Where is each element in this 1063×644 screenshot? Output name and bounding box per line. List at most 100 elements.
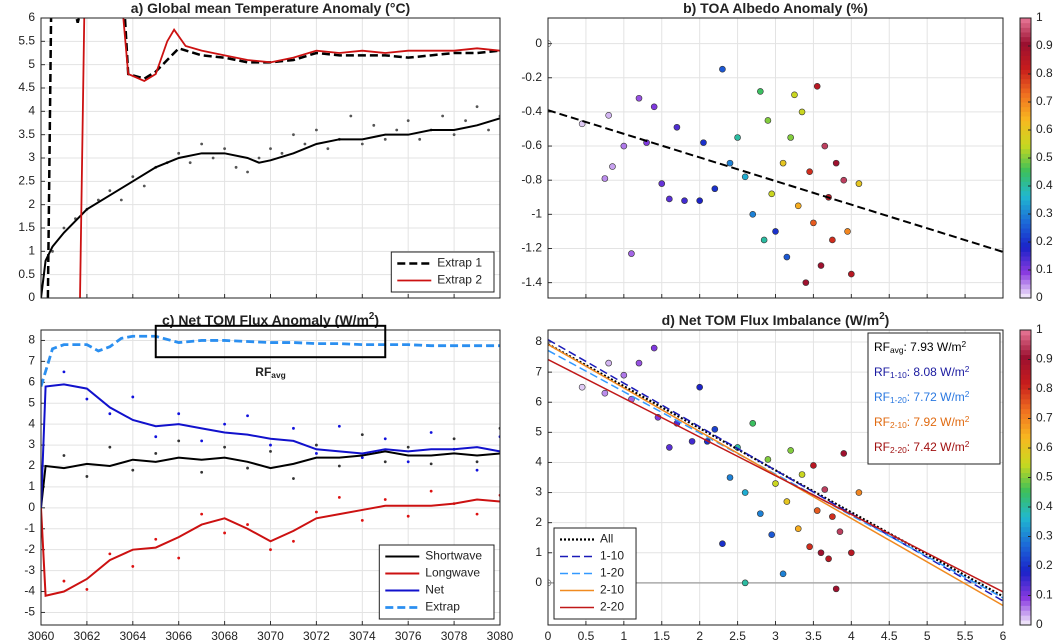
- colorbar-cell: [1020, 186, 1031, 192]
- colorbar-cell: [1020, 209, 1031, 215]
- x-tick-label: 3072: [303, 629, 330, 643]
- colorbar-tick-label: 0.4: [1036, 178, 1053, 192]
- legend-label: Shortwave: [425, 549, 482, 563]
- point: [726, 474, 734, 481]
- point: [85, 588, 89, 591]
- text-part: RF: [874, 415, 890, 429]
- point: [798, 108, 806, 116]
- colorbar-tick-label: 0.7: [1036, 94, 1053, 108]
- point: [418, 137, 422, 141]
- text-part: : 7.42 W/m: [907, 440, 965, 454]
- point: [749, 211, 757, 218]
- text-part: a) Global mean Temperature Anomaly (°C): [131, 0, 410, 16]
- y-tick-label: 7: [535, 364, 542, 378]
- legend-label: Longwave: [425, 566, 480, 580]
- point: [635, 94, 643, 102]
- colorbar-tick-label: 0.2: [1036, 234, 1053, 248]
- x-tick-label: 3074: [349, 629, 376, 643]
- colorbar-cell: [1020, 167, 1031, 173]
- text-part: RF: [874, 440, 890, 454]
- point: [829, 236, 836, 244]
- colorbar-cell: [1020, 570, 1031, 577]
- colorbar-cell: [1020, 467, 1031, 474]
- point: [464, 119, 467, 123]
- point: [768, 531, 776, 538]
- colorbar-tick-label: 1: [1036, 10, 1043, 24]
- line: [41, 383, 500, 508]
- text-part: ): [885, 312, 890, 328]
- point: [200, 512, 204, 516]
- colorbar-cell: [1020, 349, 1031, 356]
- point: [817, 549, 825, 557]
- y-tick-label: 6: [28, 10, 35, 24]
- point: [681, 197, 688, 204]
- point: [269, 548, 272, 552]
- colorbar-cell: [1020, 88, 1031, 94]
- point: [349, 114, 353, 118]
- point: [131, 395, 135, 399]
- x-tick-label: 3060: [28, 629, 55, 643]
- text-part: 1-10: [890, 370, 907, 380]
- colorbar-tick-label: 0: [1036, 617, 1043, 631]
- y-tick-label: 7: [28, 354, 35, 368]
- colorbar-cell: [1020, 575, 1031, 582]
- text-part: : 7.92 W/m: [907, 415, 965, 429]
- colorbar-cell: [1020, 344, 1031, 351]
- colorbar-cell: [1020, 389, 1031, 395]
- colorbar-cell: [1020, 620, 1031, 626]
- point: [832, 585, 840, 593]
- point: [177, 439, 181, 443]
- point: [635, 359, 643, 367]
- point: [383, 498, 387, 501]
- colorbar-cell: [1020, 284, 1031, 290]
- y-tick-label: -1.2: [521, 241, 542, 255]
- colorbar-cell: [1020, 585, 1031, 592]
- legend-label: 1-20: [600, 566, 624, 580]
- point: [406, 119, 410, 123]
- colorbar-cell: [1020, 232, 1031, 238]
- colorbar-cell: [1020, 274, 1031, 280]
- colorbar-cell: [1020, 200, 1031, 206]
- point: [360, 142, 364, 146]
- point: [360, 518, 364, 522]
- x-tick-label: 3080: [487, 629, 514, 643]
- point: [696, 197, 703, 204]
- colorbar-cell: [1020, 477, 1031, 483]
- colorbar-tick-label: 0: [1036, 290, 1043, 304]
- point: [154, 435, 158, 439]
- point: [452, 133, 456, 137]
- colorbar-tick-label: 0.1: [1036, 262, 1053, 276]
- point: [791, 91, 798, 99]
- colorbar-cell: [1020, 364, 1031, 370]
- text-part: : 7.72 W/m: [907, 390, 965, 404]
- point: [798, 471, 806, 478]
- colorbar-cell: [1020, 339, 1031, 346]
- colorbar-cell: [1020, 452, 1031, 459]
- point: [360, 456, 364, 460]
- point: [62, 579, 66, 583]
- y-tick-label: 1: [535, 545, 542, 559]
- point: [726, 159, 734, 167]
- colorbar-cell: [1020, 111, 1031, 117]
- point: [223, 147, 227, 151]
- point: [783, 498, 791, 505]
- point: [441, 114, 445, 118]
- y-tick-label: 4: [535, 455, 542, 469]
- y-tick-label: 8: [535, 334, 542, 348]
- point: [395, 128, 399, 132]
- chart-title: a) Global mean Temperature Anomaly (°C): [131, 0, 410, 16]
- point: [840, 176, 848, 184]
- y-tick-label: -5: [24, 605, 35, 619]
- annotation-box: [154, 324, 387, 359]
- colorbar-cell: [1020, 46, 1031, 52]
- line: [41, 498, 500, 597]
- y-tick-label: -1: [531, 207, 542, 221]
- text-part: 2-10: [890, 420, 907, 430]
- point: [832, 159, 840, 167]
- colorbar-tick-label: 0.3: [1036, 206, 1053, 220]
- colorbar-cell: [1020, 106, 1031, 112]
- text-part: 1-20: [890, 395, 907, 405]
- point: [787, 447, 794, 454]
- y-tick-label: 3: [28, 437, 35, 451]
- text-part: 2: [965, 364, 970, 374]
